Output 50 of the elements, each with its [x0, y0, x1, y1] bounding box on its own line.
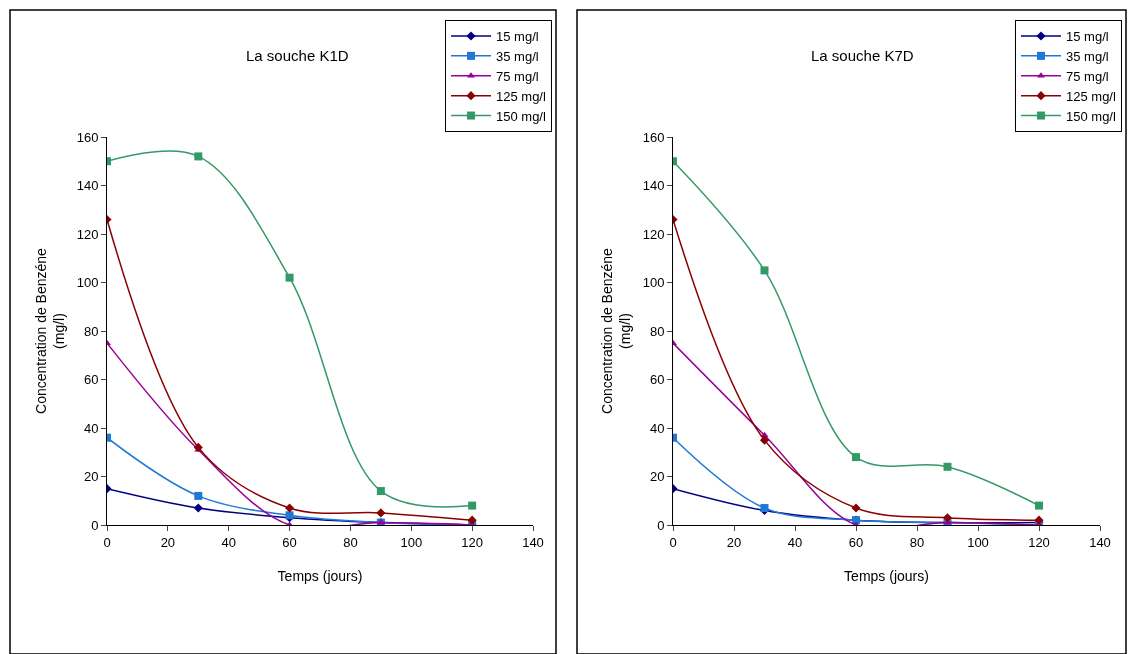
y-tick-label: 20: [649, 469, 665, 485]
x-axis-title: Temps (jours): [277, 567, 363, 584]
y-tick-label: 160: [76, 129, 99, 145]
x-tick-label: 140: [1089, 534, 1111, 550]
x-tick-label: 0: [103, 534, 111, 550]
y-tick-label: 40: [83, 420, 99, 436]
y-tick-label: 100: [642, 275, 665, 291]
x-tick-label: 40: [221, 534, 236, 550]
x-tick-label: 20: [726, 534, 742, 550]
legend-label: 125 mg/l: [496, 88, 546, 104]
y-tick-label: 120: [642, 226, 665, 242]
legend-label: 75 mg/l: [1066, 68, 1109, 84]
x-tick-label: 20: [160, 534, 176, 550]
x-tick-label: 40: [787, 534, 803, 550]
y-tick-label: 0: [91, 517, 99, 533]
y-axis-title: Concentration de Benzéne (mg/l): [599, 247, 634, 414]
chart-title: La souche K1D: [246, 47, 349, 64]
x-tick-label: 80: [909, 534, 925, 550]
y-tick-label: 60: [649, 372, 665, 388]
y-tick-label: 120: [76, 226, 99, 242]
x-tick-label: 120: [1028, 534, 1050, 550]
y-tick-label: 20: [83, 469, 99, 485]
y-tick-label: 40: [649, 420, 665, 436]
y-tick-label: 140: [642, 178, 665, 194]
y-axis-title: Concentration de Benzéne (mg/l): [33, 247, 68, 414]
legend-label: 35 mg/l: [1066, 48, 1109, 64]
y-tick-label: 0: [657, 517, 665, 533]
x-tick-label: 0: [669, 534, 677, 550]
x-axis-title: Temps (jours): [844, 567, 929, 584]
y-tick-label: 80: [83, 323, 99, 339]
y-tick-label: 140: [76, 178, 99, 194]
x-tick-label: 100: [967, 534, 989, 550]
legend-label: 150 mg/l: [1066, 108, 1116, 124]
y-tick-label: 160: [642, 129, 665, 145]
x-tick-label: 120: [461, 534, 483, 550]
legend-label: 150 mg/l: [496, 108, 546, 124]
y-tick-label: 80: [649, 323, 665, 339]
x-tick-label: 100: [400, 534, 423, 550]
x-tick-label: 60: [282, 534, 297, 550]
legend-label: 15 mg/l: [496, 29, 539, 45]
x-tick-label: 80: [343, 534, 358, 550]
y-tick-label: 100: [76, 275, 99, 291]
legend-label: 15 mg/l: [1066, 29, 1109, 45]
x-tick-label: 140: [522, 534, 544, 550]
y-tick-label: 60: [83, 372, 99, 388]
chart-title: La souche K7D: [811, 47, 914, 64]
legend-label: 125 mg/l: [1066, 88, 1116, 104]
legend-label: 35 mg/l: [496, 48, 539, 64]
legend-label: 75 mg/l: [496, 68, 539, 84]
x-tick-label: 60: [848, 534, 864, 550]
